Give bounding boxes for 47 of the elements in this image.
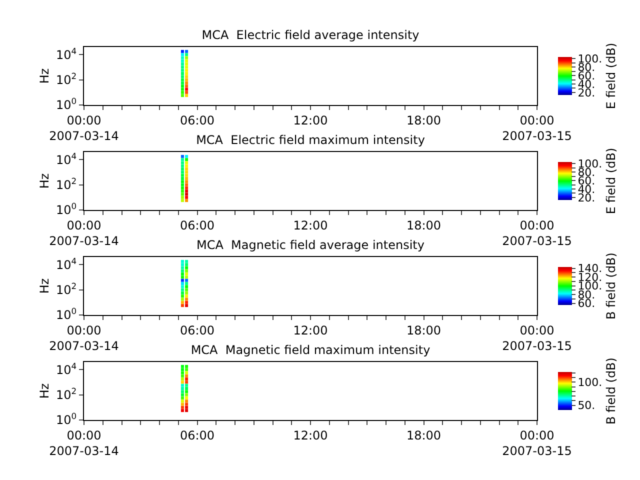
y-tick-label: 10$^{4}$ <box>56 46 77 62</box>
y-tick-label: 10$^{0}$ <box>56 96 77 112</box>
x-tick-label: 06:00 <box>180 218 215 232</box>
y-tick-label: 10$^{4}$ <box>56 256 77 272</box>
x-tick-label: 00:00 2007-03-15 <box>502 428 572 458</box>
x-tick-label: 12:00 <box>293 218 328 232</box>
chart-title: MCA Electric field maximum intensity <box>196 133 425 148</box>
color-bar-title: E field (dB) <box>604 148 618 214</box>
color-bar-title: B field (dB) <box>604 252 618 320</box>
x-tick-label: 18:00 <box>406 323 442 338</box>
x-tick-label: 00:00 2007-03-14 <box>49 428 119 458</box>
y-axis-title: Hz <box>37 278 52 294</box>
chart-title: MCA Electric field average intensity <box>202 28 420 42</box>
color-bar-label: 60. <box>578 297 596 310</box>
x-tick-label: 00:00 2007-03-15 <box>502 323 572 353</box>
y-tick-label: 10$^{4}$ <box>56 150 77 167</box>
x-tick-label: 12:00 <box>293 113 328 128</box>
color-bar-title: E field (dB) <box>604 42 618 110</box>
y-axis-title: Hz <box>37 383 52 399</box>
x-tick-label: 00:00 2007-03-15 <box>502 218 572 248</box>
color-bar-label: 100. <box>578 376 602 390</box>
x-tick-label: 06:00 <box>180 428 215 442</box>
color-bar-title: B field (dB) <box>604 358 618 424</box>
color-bar-label: 50. <box>578 399 596 412</box>
x-tick-label: 00:00 2007-03-15 <box>502 113 572 143</box>
chart-title: MCA Magnetic field average intensity <box>196 238 425 252</box>
y-tick-label: 10$^{0}$ <box>56 201 77 218</box>
x-tick-label: 06:00 <box>180 113 215 128</box>
x-tick-label: 00:00 2007-03-14 <box>49 113 119 143</box>
y-axis-title: Hz <box>37 173 52 189</box>
x-tick-label: 12:00 <box>293 428 328 442</box>
x-tick-label: 18:00 <box>406 218 442 232</box>
y-tick-label: 10$^{0}$ <box>56 411 77 428</box>
chart-title: MCA Magnetic field maximum intensity <box>190 343 430 358</box>
y-tick-label: 10$^{4}$ <box>56 360 77 377</box>
x-tick-label: 18:00 <box>406 428 442 442</box>
y-tick-label: 10$^{2}$ <box>56 70 77 87</box>
x-tick-label: 00:00 2007-03-14 <box>49 218 119 248</box>
y-tick-label: 10$^{0}$ <box>56 306 77 322</box>
y-tick-label: 10$^{2}$ <box>56 280 77 297</box>
x-tick-label: 06:00 <box>180 323 215 338</box>
y-tick-label: 10$^{2}$ <box>56 386 77 402</box>
x-tick-label: 12:00 <box>293 323 328 338</box>
y-axis-title: Hz <box>37 68 52 84</box>
x-tick-label: 00:00 2007-03-14 <box>49 323 119 353</box>
y-tick-label: 10$^{2}$ <box>56 176 77 192</box>
x-tick-label: 18:00 <box>406 113 442 128</box>
